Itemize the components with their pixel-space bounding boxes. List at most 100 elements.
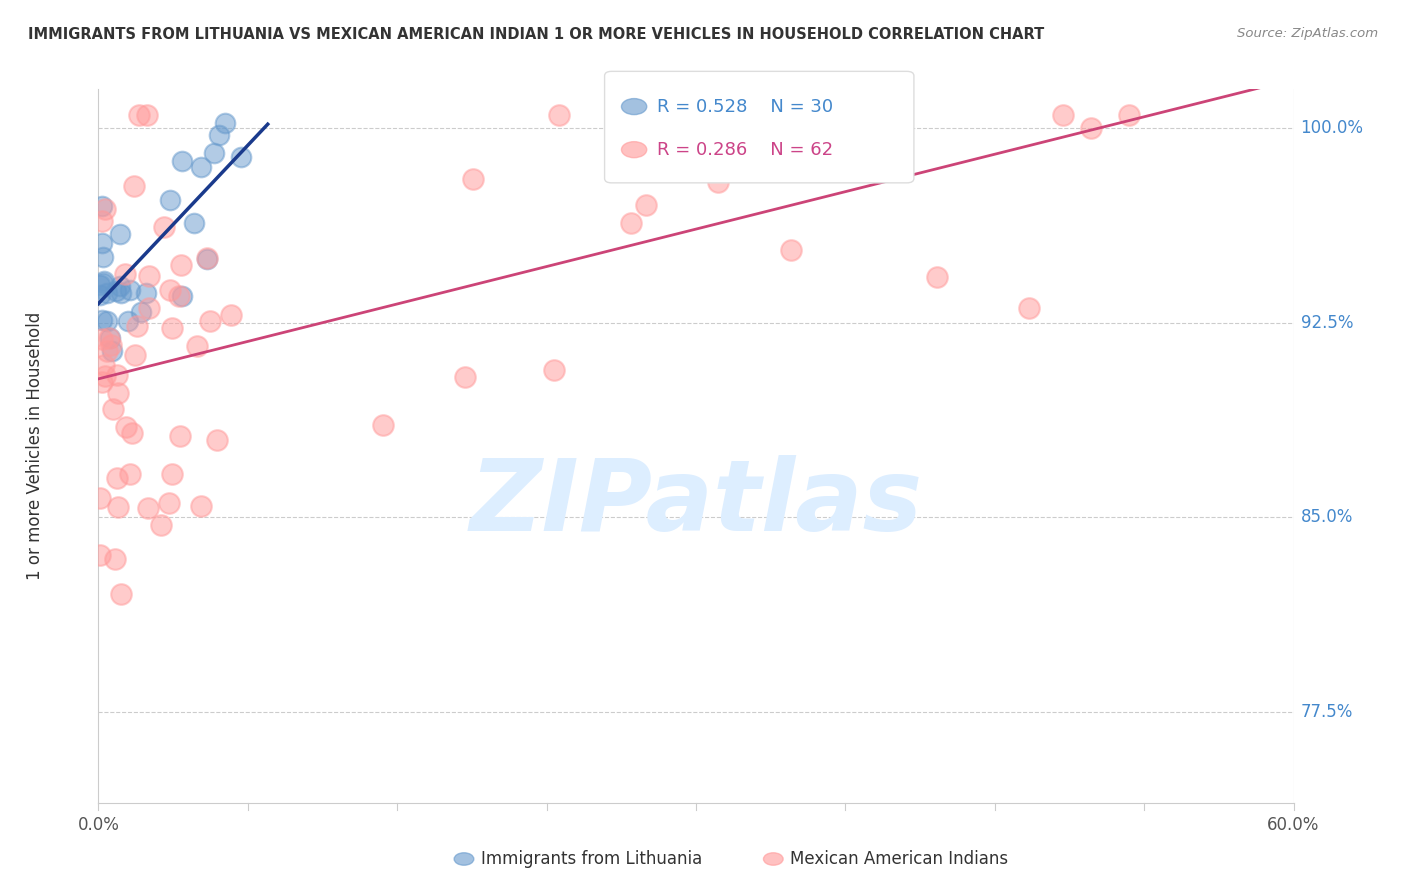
Point [543,362,565,376]
Point [136,108,159,122]
Point [96,314,118,328]
Point [125,318,148,333]
Text: 1 or more Vehicles in Household: 1 or more Vehicles in Household [27,312,44,580]
Point [138,268,160,283]
Point [91,236,114,251]
Point [118,283,141,297]
Point [159,283,181,297]
Point [121,426,143,441]
Point [91,277,114,291]
Point [120,467,142,481]
Text: 92.5%: 92.5% [1301,314,1353,332]
Point [779,243,801,257]
Point [172,288,194,302]
Point [110,227,132,241]
Point [128,108,150,122]
Point [152,219,174,234]
Point [190,160,212,174]
Point [138,501,160,516]
Point [623,108,645,122]
Point [97,331,120,345]
Point [636,198,658,212]
Text: 85.0%: 85.0% [1301,508,1353,526]
Point [205,433,228,447]
Point [91,214,114,228]
Point [89,549,111,563]
Point [101,402,124,417]
Point [96,285,118,300]
Point [104,551,127,566]
Point [110,286,132,301]
Point [160,321,183,335]
Point [195,251,218,265]
Text: IMMIGRANTS FROM LITHUANIA VS MEXICAN AMERICAN INDIAN 1 OR MORE VEHICLES IN HOUSE: IMMIGRANTS FROM LITHUANIA VS MEXICAN AME… [28,27,1045,42]
Point [89,491,111,506]
Point [124,348,146,362]
Text: R = 0.286    N = 62: R = 0.286 N = 62 [657,141,832,159]
Point [110,279,132,293]
Point [454,370,477,384]
Point [1080,120,1102,135]
Point [117,314,139,328]
Point [461,172,484,186]
Point [371,418,394,433]
Point [89,277,111,292]
Text: Mexican American Indians: Mexican American Indians [790,850,1008,868]
Point [620,215,643,229]
Point [90,332,112,346]
Point [100,338,122,352]
Point [135,285,157,300]
Text: 77.5%: 77.5% [1301,703,1353,721]
Point [105,368,128,382]
Point [149,517,172,532]
Point [114,267,136,281]
Point [110,587,132,601]
Point [186,339,208,353]
Point [1052,108,1074,122]
Point [91,199,114,213]
Point [93,369,115,384]
Point [101,343,124,358]
Point [699,108,721,122]
Point [107,385,129,400]
Point [91,250,114,264]
Point [169,258,191,272]
Point [138,301,160,315]
Text: Source: ZipAtlas.com: Source: ZipAtlas.com [1237,27,1378,40]
Point [219,308,242,322]
Point [115,420,138,434]
Point [91,376,114,390]
Point [706,175,728,189]
Point [98,331,121,345]
Point [214,116,236,130]
Point [169,289,191,303]
Point [129,304,152,318]
Text: 100.0%: 100.0% [1301,120,1364,137]
Text: 0.0%: 0.0% [77,816,120,834]
Point [94,202,117,217]
Point [91,313,114,327]
Point [547,108,569,122]
Point [169,429,191,443]
Point [927,269,949,284]
Point [105,284,128,298]
Point [773,124,796,138]
Point [1018,301,1040,315]
Point [105,471,128,485]
Text: R = 0.528    N = 30: R = 0.528 N = 30 [657,97,832,116]
Text: Immigrants from Lithuania: Immigrants from Lithuania [481,850,702,868]
Point [1118,108,1140,122]
Point [183,216,205,230]
Point [198,314,221,328]
Point [93,359,115,373]
Text: ZIPatlas: ZIPatlas [470,455,922,551]
Point [204,146,226,161]
Point [195,252,218,266]
Point [107,500,129,514]
Point [157,496,180,510]
Point [190,499,212,513]
Text: 60.0%: 60.0% [1267,816,1320,834]
Point [96,344,118,359]
Point [160,467,183,481]
Point [159,193,181,207]
